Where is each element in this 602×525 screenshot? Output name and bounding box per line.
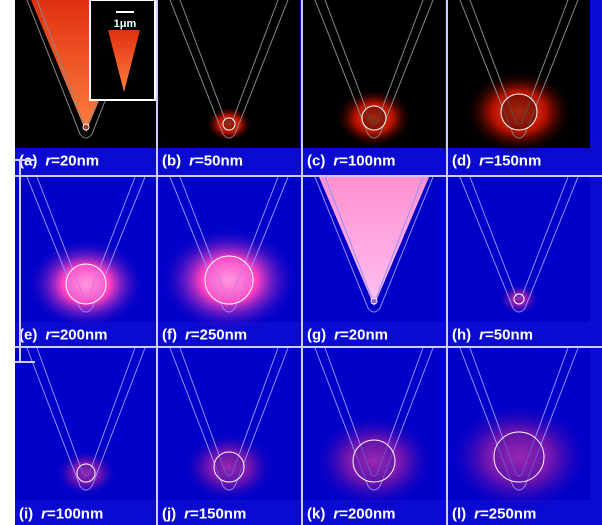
- panel-letter: (c): [307, 152, 325, 169]
- panel-label: (i)r=100nm: [19, 505, 103, 522]
- radius: =250nm: [191, 326, 247, 343]
- panel-label: (c)r=100nm: [307, 152, 395, 169]
- separator: [15, 346, 602, 348]
- panel-label: (b)r=50nm: [162, 152, 243, 169]
- particle: [214, 452, 244, 482]
- scale-label: 1μm: [114, 18, 137, 30]
- radius: =50nm: [485, 326, 533, 343]
- particle: [83, 124, 89, 130]
- panel-letter: (h): [452, 326, 471, 343]
- panel-label: (h)r=50nm: [452, 326, 533, 343]
- panel-label: (e)r=200nm: [19, 326, 107, 343]
- radius: =150nm: [485, 152, 541, 169]
- radius: =250nm: [480, 505, 536, 522]
- radius: =100nm: [339, 152, 395, 169]
- panel-label: (f)r=250nm: [162, 326, 247, 343]
- panel-letter: (g): [307, 326, 326, 343]
- separator: [156, 0, 158, 525]
- particle: [353, 440, 395, 482]
- radius: =200nm: [51, 326, 107, 343]
- radius: =100nm: [47, 505, 103, 522]
- particle: [66, 264, 106, 304]
- panel-letter: (e): [19, 326, 37, 343]
- panel-letter: (j): [162, 505, 176, 522]
- panel-label: (k)r=200nm: [307, 505, 395, 522]
- separator: [15, 175, 602, 177]
- particle: [77, 464, 95, 482]
- separator: [301, 0, 303, 525]
- particle: [362, 106, 386, 130]
- panel-label: (g)r=20nm: [307, 326, 388, 343]
- panel-letter: (b): [162, 152, 181, 169]
- figure: (a)r=20nm(b)r=50nm(c)r=100nm(d)r=150nm(e…: [0, 0, 602, 525]
- panel-letter: (f): [162, 326, 177, 343]
- panel-letter: (d): [452, 152, 471, 169]
- panel-letter: (k): [307, 505, 325, 522]
- panel-letter: (i): [19, 505, 33, 522]
- particle: [205, 256, 253, 304]
- separator: [446, 0, 448, 525]
- radius: =20nm: [340, 326, 388, 343]
- panel-label: (j)r=150nm: [162, 505, 246, 522]
- radius: =150nm: [190, 505, 246, 522]
- radius: =200nm: [339, 505, 395, 522]
- particle: [514, 294, 524, 304]
- particle: [494, 432, 544, 482]
- panel-letter: (l): [452, 505, 466, 522]
- radius: =20nm: [51, 152, 99, 169]
- particle: [371, 298, 377, 304]
- radius: =50nm: [195, 152, 243, 169]
- panel-label: (l)r=250nm: [452, 505, 536, 522]
- particle: [501, 94, 537, 130]
- panel-label: (d)r=150nm: [452, 152, 541, 169]
- particle: [223, 118, 235, 130]
